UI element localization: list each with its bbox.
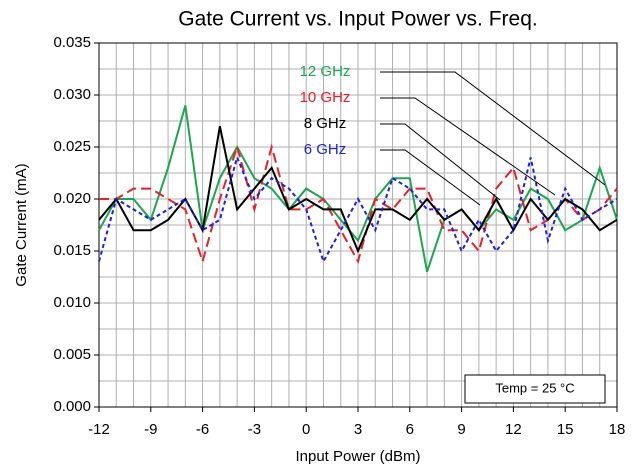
x-tick-label: 0: [302, 421, 310, 438]
x-tick-label: -9: [144, 421, 157, 438]
legend-label: 6 GHz: [304, 141, 347, 158]
plot-frame: [98, 42, 618, 408]
y-axis-label: Gate Current (mA): [13, 163, 30, 286]
legend-leader: [380, 97, 556, 196]
series-line: [98, 154, 618, 264]
y-tick-label: 0.000: [53, 398, 91, 415]
series-line: [98, 105, 618, 273]
legend-label: 10 GHz: [300, 89, 351, 106]
x-tick-label: 3: [354, 421, 362, 438]
y-tick-label: 0.035: [53, 34, 91, 51]
chart-title: Gate Current vs. Input Power vs. Freq.: [178, 8, 537, 31]
legend-leader: [380, 123, 501, 201]
annotation-box: [464, 374, 606, 404]
legend-leader: [380, 71, 606, 186]
y-tick-label: 0.025: [53, 138, 91, 155]
x-tick-label: -12: [88, 421, 110, 438]
y-tick-label: 0.020: [53, 190, 91, 207]
legend-leader: [380, 149, 481, 206]
annotation: Temp = 25 °C: [495, 380, 574, 395]
series-line: [99, 143, 618, 265]
x-tick-label: 18: [609, 421, 626, 438]
x-axis-label: Input Power (dBm): [295, 448, 420, 465]
x-tick-label: 12: [505, 421, 522, 438]
x-tick-label: 6: [406, 421, 414, 438]
y-tick-label: 0.005: [53, 346, 91, 363]
series-line: [98, 125, 618, 254]
y-tick-label: 0.010: [53, 294, 91, 311]
y-tick-label: 0.030: [53, 86, 91, 103]
y-tick-label: 0.015: [53, 242, 91, 259]
x-tick-label: -6: [196, 421, 209, 438]
x-tick-label: -3: [248, 421, 261, 438]
legend-label: 12 GHz: [300, 63, 351, 80]
legend-label: 8 GHz: [304, 115, 347, 132]
x-tick-label: 9: [457, 421, 465, 438]
x-tick-label: 15: [557, 421, 574, 438]
